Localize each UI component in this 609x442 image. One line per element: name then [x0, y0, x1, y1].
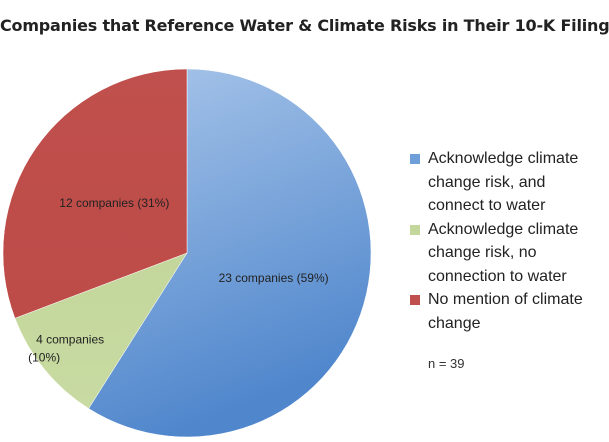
legend-swatch — [410, 224, 420, 235]
legend-item-no-connection-to-water: Acknowledge climate change risk, no connec… — [410, 218, 609, 289]
legend-label-line: connect to water — [428, 197, 546, 214]
pie-slices — [2, 68, 372, 438]
legend: Acknowledge climate change risk, and conne… — [410, 147, 609, 335]
slice-label-no-mention: 12 companies (31%) — [59, 196, 169, 210]
slice-label-connect-to-water: 23 companies (59%) — [219, 271, 329, 285]
chart-title: Companies that Reference Water & Climate… — [0, 16, 609, 35]
legend-swatch — [410, 295, 420, 305]
sample-size-note: n = 39 — [428, 356, 465, 371]
legend-label-line: No mention of climate — [428, 291, 583, 308]
pie-slice-no-connection-to-water — [14, 252, 188, 409]
pie-slice-labels: 23 companies (59%) 4 companies (10%) 12 com… — [28, 196, 329, 365]
legend-label-line: Acknowledge climate — [428, 220, 579, 238]
slice-label-no-connection-to-water: 4 companies (10%) — [28, 332, 104, 364]
legend-item-connect-to-water: Acknowledge climate change risk, and conne… — [410, 147, 609, 218]
legend-label-line: change risk, no — [428, 244, 537, 261]
legend-item-no-mention: No mention of climate change — [410, 288, 609, 335]
legend-swatch — [410, 154, 420, 164]
pie-slice-connect-to-water — [88, 68, 372, 438]
legend-label-line: connection to water — [428, 267, 567, 285]
legend-label-line: change risk, and — [428, 173, 546, 191]
pie-slice-no-mention — [2, 68, 188, 319]
legend-label-line: Acknowledge climate — [428, 150, 579, 167]
legend-label-line: change — [428, 314, 481, 332]
